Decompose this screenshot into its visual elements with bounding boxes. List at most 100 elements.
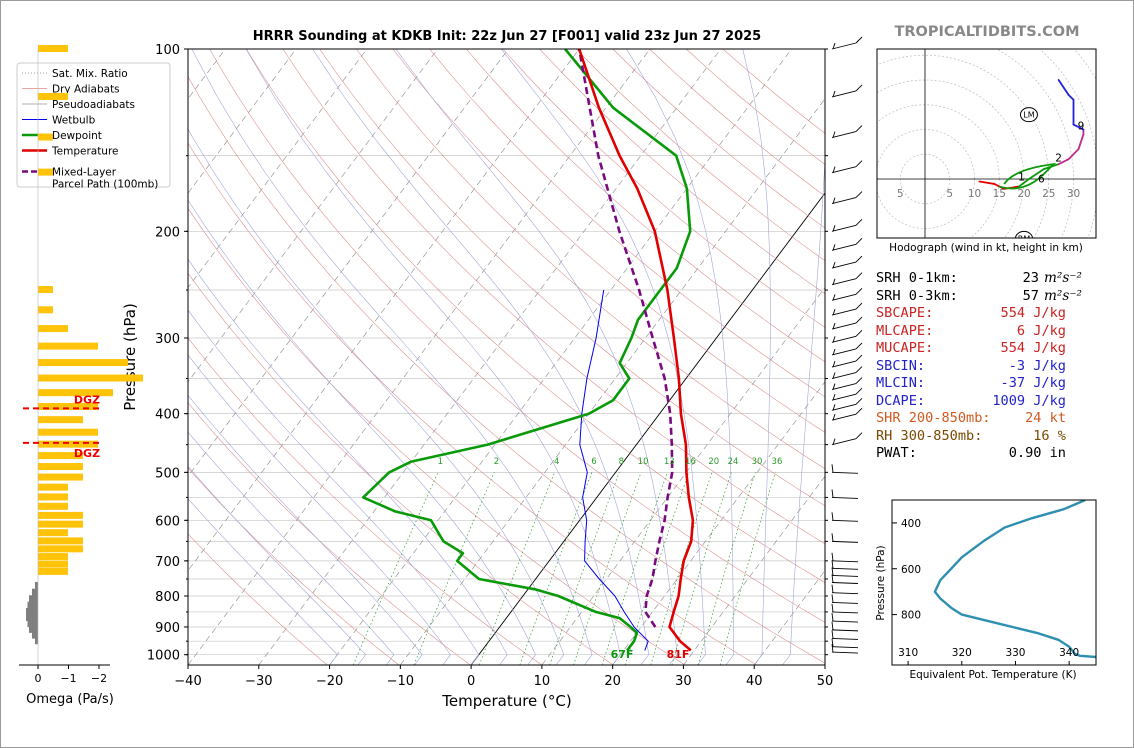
param-row: SRH 0-3km: m²s⁻² 57 — [876, 288, 1091, 306]
right-mover-label: RM — [1018, 234, 1031, 243]
param-row: DCAPE: 1009 J/kg — [876, 393, 1091, 411]
wind-barb-flag — [855, 84, 863, 92]
dry-adiabat — [429, 49, 825, 398]
dry-adiabat — [392, 49, 825, 433]
param-value: -3 J/kg — [1008, 357, 1066, 374]
dry-adiabat — [356, 49, 825, 470]
wind-barb-flag — [831, 613, 834, 622]
thetae-frame — [891, 499, 1097, 666]
omega-bar-down — [35, 637, 38, 645]
wind-barb-staff — [831, 611, 859, 614]
wind-barb-staff — [831, 620, 859, 623]
hodograph-height-label: 9 — [1078, 121, 1085, 133]
wind-barb-staff — [831, 651, 859, 654]
dry-adiabat — [188, 142, 757, 665]
omega-bar-up — [38, 463, 83, 471]
mixing-ratio-line — [352, 472, 439, 665]
mixing-ratio-line — [697, 472, 756, 665]
pseudoadiabat — [188, 354, 451, 665]
mixing-ratio-label: 36 — [772, 457, 783, 467]
wind-barb-flag — [855, 330, 863, 337]
omega-bar-up — [38, 389, 113, 397]
param-value: 0.90 in — [1008, 445, 1066, 461]
mixing-ratio-label: 10 — [638, 457, 649, 467]
pseudoadiabat — [188, 199, 536, 665]
omega-bar-up — [38, 553, 68, 561]
hodograph-segment — [978, 180, 996, 185]
param-row: SHR 200-850mb: 24 kt — [876, 410, 1091, 428]
omega-bar-up — [38, 511, 83, 519]
dewpoint-line — [361, 49, 692, 652]
param-value: 554 J/kg — [1000, 340, 1066, 356]
wind-barb-staff — [831, 560, 859, 563]
surface-dewpoint-label: 67F — [611, 648, 634, 661]
omega-bar-down — [26, 607, 38, 615]
hodograph-segment — [1057, 79, 1070, 96]
omega-bar-up — [38, 306, 53, 314]
dry-adiabat — [465, 49, 825, 363]
wind-barb-flag — [832, 308, 836, 316]
omega-bar-up — [38, 452, 83, 460]
hodograph-segment — [1077, 133, 1085, 151]
pseudoadiabat — [188, 498, 338, 665]
y-tick-label: 1000 — [147, 649, 180, 664]
legend-label: Wetbulb — [52, 115, 96, 127]
param-label: SRH 0-3km: — [876, 287, 958, 304]
wind-barb-flag — [832, 336, 836, 343]
wind-barb-staff — [831, 261, 857, 269]
wind-barb-flag — [831, 594, 834, 603]
param-label: DCAPE: — [876, 392, 926, 409]
wind-barb-flag — [831, 621, 834, 630]
dry-adiabat — [188, 467, 399, 665]
wind-barb-flag — [832, 348, 836, 356]
wind-barb-flag — [855, 255, 863, 263]
thetae-panel: 310 320 330 340 400 600 800 Equivalent Pot. Te… — [875, 499, 1097, 681]
surface-temp-label: 81F — [667, 648, 690, 661]
isotherm — [188, 49, 368, 289]
omega-bar-down — [35, 581, 38, 589]
omega-bar-down — [29, 595, 38, 603]
param-value: 1009 J/kg — [992, 392, 1066, 409]
wind-barb-flag — [855, 272, 863, 280]
omega-bar-up — [38, 529, 68, 537]
wind-barb-staff — [831, 360, 857, 368]
wind-barb-staff — [831, 413, 857, 421]
param-label: SBCIN: — [876, 357, 926, 374]
wind-barb-flag — [855, 316, 863, 324]
wind-barb-flag — [832, 404, 836, 411]
wind-barb-flag — [831, 567, 834, 576]
pseudoadiabat — [501, 49, 706, 665]
wind-barb-flag — [832, 294, 836, 301]
wind-barb-flag — [831, 603, 834, 612]
wind-barb-staff — [831, 592, 859, 595]
param-label: MUCAPE: — [876, 340, 934, 356]
param-value: 23 — [1022, 270, 1039, 286]
hodograph-segment — [1057, 158, 1070, 166]
skewt-frame — [187, 48, 826, 666]
wind-barb-flag — [855, 377, 863, 384]
omega-x-tick-label: 0 — [35, 672, 42, 685]
wind-barb-flag — [832, 261, 836, 269]
mixing-ratio-label: 2 — [494, 457, 499, 467]
param-row: MLCIN: -37 J/kg — [876, 375, 1091, 393]
left-mover-label: LM — [1023, 111, 1034, 120]
omega-bar-up — [38, 133, 53, 141]
omega-bar-up — [38, 537, 83, 545]
param-label: MLCAPE: — [876, 322, 934, 339]
left-mover-marker — [1019, 107, 1038, 123]
wind-barb-flag — [832, 394, 836, 401]
param-value: 24 kt — [1025, 410, 1066, 426]
wind-barb-flag — [832, 322, 836, 330]
omega-bar-down — [32, 631, 38, 639]
legend-label-line2: Parcel Path (100mb) — [52, 179, 158, 191]
omega-bar-down — [27, 620, 38, 628]
wind-barb-staff — [831, 575, 859, 577]
omega-bar-up — [38, 416, 83, 424]
omega-bar-up — [38, 92, 68, 100]
y-tick-label: 600 — [155, 514, 180, 529]
wind-barb-flag — [832, 438, 836, 445]
pseudoadiabat — [188, 431, 395, 665]
hodograph-axis-label: 5 — [946, 188, 953, 200]
mixing-ratio-line — [671, 472, 732, 665]
dry-adiabat — [319, 49, 825, 507]
